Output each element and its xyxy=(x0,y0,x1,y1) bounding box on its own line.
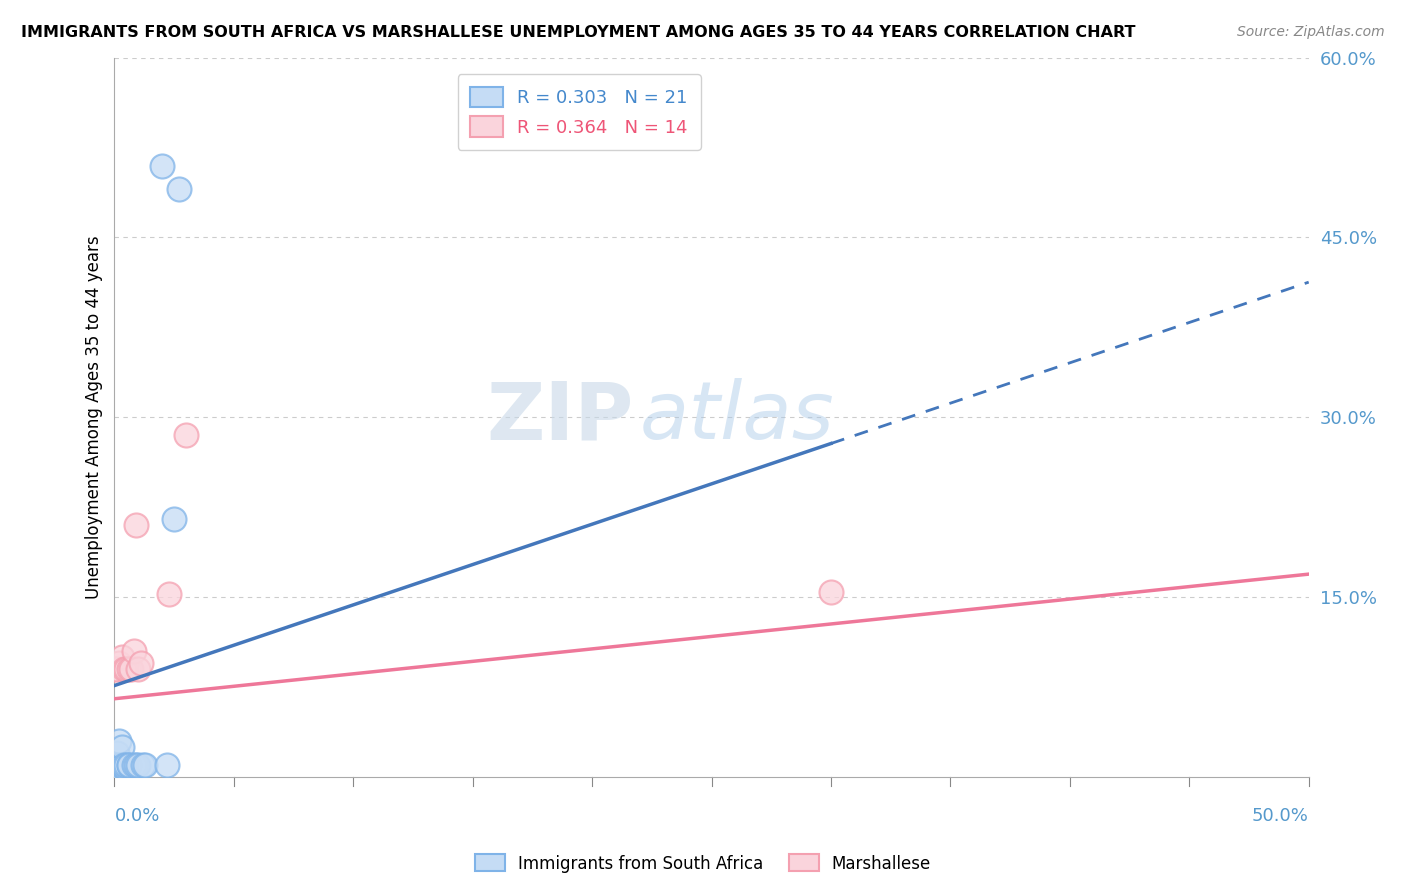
Legend: Immigrants from South Africa, Marshallese: Immigrants from South Africa, Marshalles… xyxy=(468,847,938,880)
Y-axis label: Unemployment Among Ages 35 to 44 years: Unemployment Among Ages 35 to 44 years xyxy=(86,235,103,599)
Point xyxy=(134,757,156,772)
Point xyxy=(120,662,142,676)
Text: atlas: atlas xyxy=(640,378,835,456)
Point xyxy=(108,733,131,747)
Point xyxy=(103,764,125,778)
Point xyxy=(103,662,125,676)
Point xyxy=(112,760,135,774)
Point xyxy=(820,585,842,599)
Point xyxy=(122,757,145,772)
Text: ZIP: ZIP xyxy=(486,378,634,456)
Point xyxy=(125,757,148,772)
Point xyxy=(150,159,173,173)
Point xyxy=(115,757,138,772)
Point xyxy=(174,428,197,442)
Text: Source: ZipAtlas.com: Source: ZipAtlas.com xyxy=(1237,25,1385,39)
Point xyxy=(118,757,141,772)
Point xyxy=(115,662,138,676)
Point xyxy=(112,662,135,676)
Point xyxy=(127,662,149,676)
Point xyxy=(112,757,135,772)
Point xyxy=(105,662,128,676)
Text: 50.0%: 50.0% xyxy=(1251,807,1309,825)
Point xyxy=(110,757,132,772)
Point xyxy=(108,656,131,670)
Point xyxy=(132,757,155,772)
Point xyxy=(163,512,186,526)
Point xyxy=(110,649,132,664)
Point xyxy=(105,746,128,760)
Point xyxy=(127,757,149,772)
Point xyxy=(167,182,190,196)
Point xyxy=(122,644,145,658)
Point xyxy=(110,739,132,754)
Point xyxy=(118,757,141,772)
Point xyxy=(105,760,128,774)
Legend: R = 0.303   N = 21, R = 0.364   N = 14: R = 0.303 N = 21, R = 0.364 N = 14 xyxy=(458,74,700,150)
Point xyxy=(108,757,131,772)
Text: IMMIGRANTS FROM SOUTH AFRICA VS MARSHALLESE UNEMPLOYMENT AMONG AGES 35 TO 44 YEA: IMMIGRANTS FROM SOUTH AFRICA VS MARSHALL… xyxy=(21,25,1136,40)
Point xyxy=(125,518,148,533)
Point xyxy=(156,757,179,772)
Point xyxy=(118,662,141,676)
Point xyxy=(157,587,180,601)
Text: 0.0%: 0.0% xyxy=(114,807,160,825)
Point xyxy=(129,656,152,670)
